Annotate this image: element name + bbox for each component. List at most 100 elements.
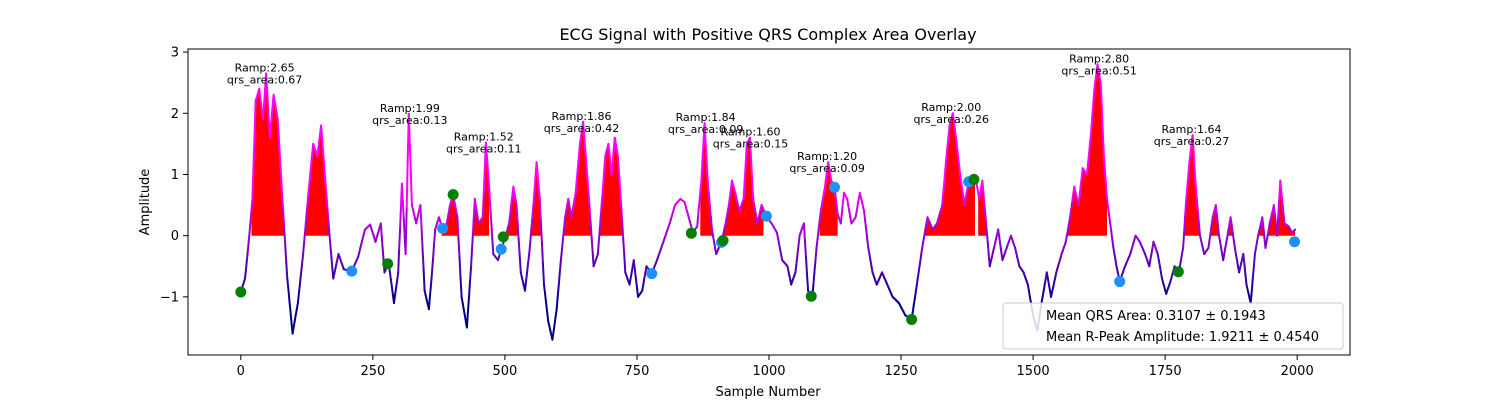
signal-segment xyxy=(1186,187,1187,199)
qrs-offset-marker-1 xyxy=(437,223,448,234)
signal-segment xyxy=(381,223,382,235)
x-tick-label-7: 1750 xyxy=(1149,364,1182,379)
x-tick-label-0: 0 xyxy=(237,364,245,379)
signal-segment xyxy=(330,236,331,247)
signal-segment xyxy=(529,242,530,254)
signal-segment xyxy=(404,219,405,237)
signal-segment xyxy=(619,172,620,188)
signal-segment xyxy=(331,246,332,257)
signal-segment xyxy=(560,260,561,272)
signal-segment xyxy=(621,205,622,222)
signal-segment xyxy=(561,249,562,260)
signal-segment xyxy=(814,260,815,272)
signal-segment xyxy=(1106,185,1107,199)
signal-segment xyxy=(286,261,287,278)
signal-segment xyxy=(535,177,536,191)
signal-segment xyxy=(817,239,818,248)
signal-segment xyxy=(1094,81,1095,89)
signal-segment xyxy=(945,156,946,168)
signal-segment xyxy=(281,175,282,193)
signal-segment xyxy=(1275,215,1276,225)
signal-segment xyxy=(288,290,289,301)
signal-segment xyxy=(915,292,916,299)
signal-segment xyxy=(552,332,553,340)
signal-segment xyxy=(1217,215,1218,225)
signal-segment xyxy=(533,191,534,205)
signal-segment xyxy=(1189,153,1190,162)
signal-segment xyxy=(795,263,796,272)
signal-segment xyxy=(410,144,411,174)
qrs-offset-marker-0 xyxy=(346,266,357,277)
x-tick-label-4: 1000 xyxy=(752,364,785,379)
annotation-qrs-area-6: qrs_area:0.09 xyxy=(789,162,864,175)
signal-segment xyxy=(267,90,268,106)
signal-segment xyxy=(697,215,698,227)
signal-segment xyxy=(602,185,603,199)
signal-segment xyxy=(399,228,400,250)
signal-segment xyxy=(318,141,319,149)
signal-segment xyxy=(1184,215,1185,231)
signal-segment xyxy=(1281,191,1282,202)
legend: Mean QRS Area: 0.3107 ± 0.1943 Mean R-Pe… xyxy=(1003,303,1343,349)
signal-segment xyxy=(612,162,613,174)
signal-segment xyxy=(520,256,521,273)
signal-segment xyxy=(745,162,746,180)
signal-segment xyxy=(920,255,921,262)
signal-segment xyxy=(1194,152,1195,169)
signal-segment xyxy=(278,119,279,137)
signal-segment xyxy=(395,288,396,296)
signal-segment xyxy=(331,257,332,268)
signal-segment xyxy=(432,258,433,272)
signal-segment xyxy=(1244,264,1245,274)
signal-segment xyxy=(623,239,624,256)
signal-segment xyxy=(988,242,989,254)
signal-segment xyxy=(422,227,423,248)
signal-segment xyxy=(797,254,798,263)
signal-segment xyxy=(555,317,556,325)
signal-segment xyxy=(636,279,637,288)
signal-segment xyxy=(545,294,546,303)
signal-segment xyxy=(541,220,542,241)
signal-segment xyxy=(382,236,383,248)
signal-segment xyxy=(864,211,865,220)
qrs-onset-marker-7 xyxy=(906,314,917,325)
signal-segment xyxy=(433,244,434,258)
signal-segment xyxy=(556,309,557,317)
signal-segment xyxy=(547,312,548,321)
signal-segment xyxy=(1197,199,1198,211)
signal-segment xyxy=(489,187,490,204)
signal-segment xyxy=(300,274,301,284)
signal-segment xyxy=(1198,211,1199,223)
signal-segment xyxy=(308,183,309,193)
x-tick-label-5: 1250 xyxy=(884,364,917,379)
qrs-offset-marker-9 xyxy=(1289,236,1300,247)
signal-segment xyxy=(622,222,623,239)
signal-segment xyxy=(586,162,587,176)
signal-segment xyxy=(1263,228,1264,238)
signal-segment xyxy=(610,154,611,164)
signal-segment xyxy=(866,230,867,239)
signal-segment xyxy=(921,248,922,255)
signal-segment xyxy=(554,324,555,332)
signal-segment xyxy=(914,299,915,306)
signal-segment xyxy=(406,207,407,254)
signal-segment xyxy=(407,161,408,208)
signal-segment xyxy=(1091,117,1092,131)
signal-segment xyxy=(579,144,580,156)
chart-title: ECG Signal with Positive QRS Complex Are… xyxy=(559,25,976,44)
signal-segment xyxy=(1112,240,1113,248)
y-tick-label-2: 1 xyxy=(171,168,179,183)
signal-segment xyxy=(1278,199,1279,217)
signal-segment xyxy=(484,168,485,193)
signal-segment xyxy=(836,196,837,205)
signal-segment xyxy=(949,126,950,136)
signal-segment xyxy=(543,263,544,284)
signal-segment xyxy=(544,285,545,294)
signal-segment xyxy=(510,205,511,214)
signal-segment xyxy=(865,220,866,229)
signal-segment xyxy=(394,295,395,303)
signal-segment xyxy=(473,216,474,233)
signal-segment xyxy=(327,208,328,222)
signal-segment xyxy=(530,230,531,242)
signal-segment xyxy=(299,283,300,293)
